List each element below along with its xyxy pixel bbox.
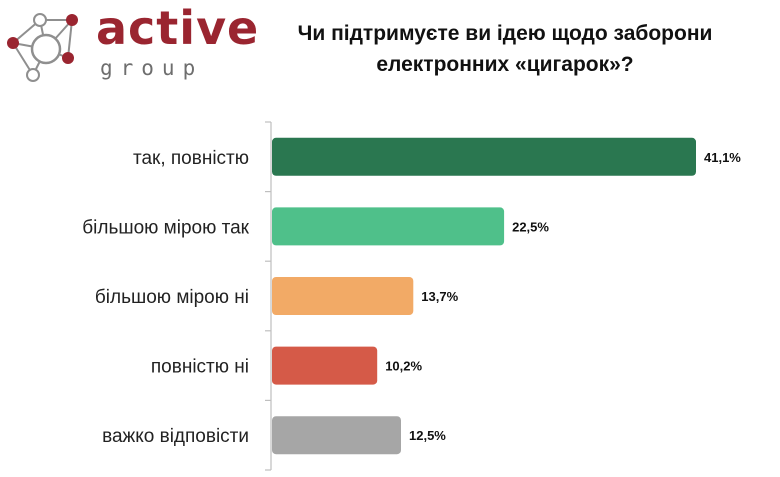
value-label-1: 41,1% (704, 150, 741, 165)
category-label-3: більшою мірою ні (95, 287, 249, 308)
brand-sub: group (100, 56, 204, 80)
value-label-4: 10,2% (385, 359, 422, 374)
value-label-5: 12,5% (409, 428, 446, 443)
bar-5 (272, 416, 401, 455)
value-label-3: 13,7% (421, 289, 458, 304)
bar-1 (272, 137, 696, 176)
value-label-2: 22,5% (512, 219, 549, 234)
bar-3 (272, 277, 414, 315)
brand-name: active (96, 1, 260, 55)
chart-title: Чи підтримуєте ви ідею щодо заборони еле… (250, 18, 760, 80)
category-label-2: більшою мірою так (82, 217, 249, 238)
chart-title-line-2: електронних «цигарок»? (376, 53, 634, 76)
category-label-1: так, повністю (133, 148, 249, 169)
network-logo-icon (7, 13, 78, 82)
category-label-5: важко відповісти (102, 426, 249, 447)
chart-title-line-1: Чи підтримуєте ви ідею щодо заборони (297, 22, 713, 45)
bar-2 (272, 207, 505, 246)
category-label-4: повністю ні (151, 357, 249, 378)
bar-4 (272, 346, 378, 385)
brand-logo: active group (0, 0, 258, 92)
